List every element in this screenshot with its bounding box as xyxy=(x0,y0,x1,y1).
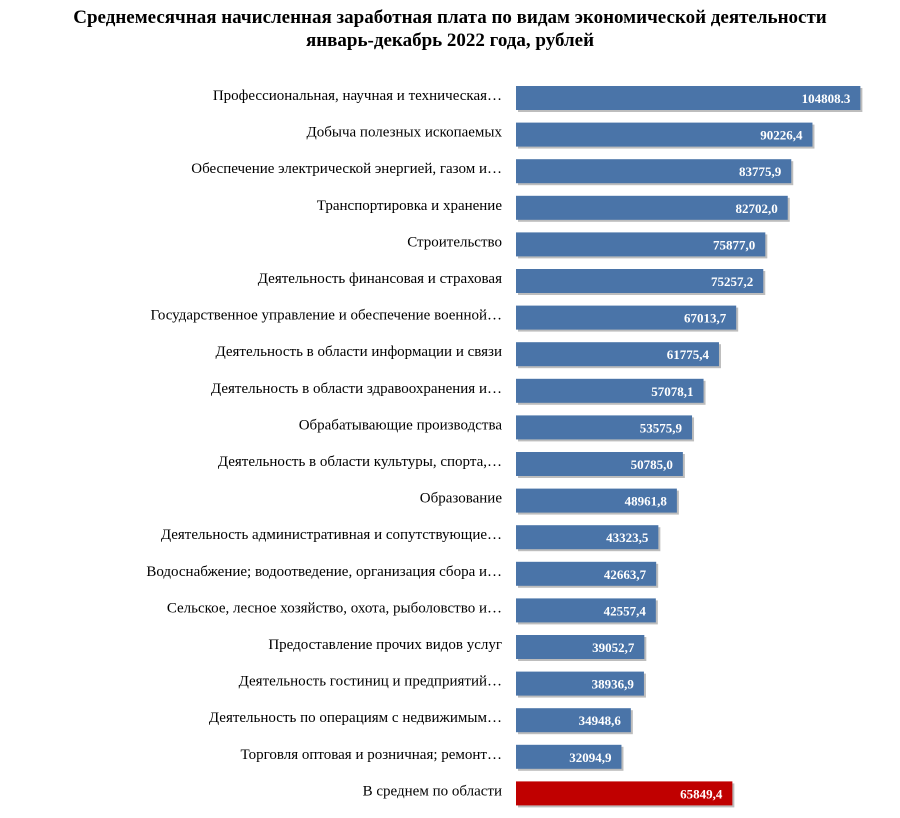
chart-title: Среднемесячная начисленная заработная пл… xyxy=(0,6,900,52)
bar xyxy=(516,232,766,257)
bar xyxy=(516,415,693,440)
bar-value-label: 57078,1 xyxy=(651,384,693,399)
category-label: Обеспечение электрической энергией, газо… xyxy=(191,161,502,177)
bar xyxy=(516,269,764,293)
bar-value-label: 82702,0 xyxy=(735,201,777,216)
category-label: Торговля оптовая и розничная; ремонт… xyxy=(241,747,502,763)
bar xyxy=(516,561,657,586)
bar xyxy=(516,708,631,733)
bar-value-label: 34948,6 xyxy=(579,713,622,728)
category-label: В среднем по области xyxy=(363,783,502,799)
chart-subtitle-line: январь-декабрь 2022 года, рублей xyxy=(305,30,595,51)
bar xyxy=(516,598,656,623)
category-label: Деятельность в области культуры, спорта,… xyxy=(218,454,502,470)
bar-value-label: 65849,4 xyxy=(680,786,723,801)
average-bar xyxy=(516,781,733,806)
category-label: Деятельность административная и сопутств… xyxy=(161,527,502,543)
bar xyxy=(516,378,704,403)
bar-value-label: 42663,7 xyxy=(604,567,647,582)
bar-value-label: 61775,4 xyxy=(667,347,710,362)
bar xyxy=(516,305,737,330)
category-label: Образование xyxy=(420,491,503,507)
bar-value-label: 42557,4 xyxy=(604,603,647,618)
bar xyxy=(516,744,622,769)
bar xyxy=(516,86,861,110)
bar-value-label: 39052,7 xyxy=(592,640,635,655)
bar xyxy=(516,452,683,476)
category-label: Предоставление прочих видов услуг xyxy=(268,637,502,653)
bar-value-label: 90226,4 xyxy=(760,128,803,143)
bar xyxy=(516,488,677,513)
chart-title-line: Среднемесячная начисленная заработная пл… xyxy=(73,7,827,28)
category-label: Водоснабжение; водоотведение, организаци… xyxy=(146,564,502,580)
category-label: Добыча полезных ископаемых xyxy=(307,125,503,141)
category-label: Строительство xyxy=(407,234,502,250)
category-label: Профессиональная, научная и техническая… xyxy=(213,88,502,104)
bar xyxy=(516,342,719,367)
category-label: Транспортировка и хранение xyxy=(317,198,503,214)
bar-value-label: 104808.3 xyxy=(802,91,851,106)
category-label: Деятельность в области информации и связ… xyxy=(215,344,502,360)
category-label: Деятельность гостиниц и предприятий… xyxy=(239,674,502,690)
bar xyxy=(516,525,659,550)
bar xyxy=(516,635,645,659)
category-label: Государственное управление и обеспечение… xyxy=(151,308,503,324)
bar xyxy=(516,122,813,147)
bar-value-label: 75877,0 xyxy=(713,237,755,252)
bar-value-label: 32094,9 xyxy=(569,750,612,765)
bar xyxy=(516,195,788,220)
bar xyxy=(516,159,792,184)
bar-value-label: 50785,0 xyxy=(631,457,673,472)
category-label: Деятельность финансовая и страховая xyxy=(258,271,502,287)
bar xyxy=(516,671,644,696)
bar-value-label: 83775,9 xyxy=(739,164,782,179)
bar-value-label: 38936,9 xyxy=(592,677,635,692)
bar-value-label: 67013,7 xyxy=(684,311,727,326)
bar-value-label: 53575,9 xyxy=(640,420,683,435)
bar-value-label: 75257,2 xyxy=(711,274,753,289)
category-label: Обрабатывающие производства xyxy=(299,417,503,433)
category-label: Сельское, лесное хозяйство, охота, рыбол… xyxy=(167,600,502,616)
category-label: Деятельность в области здравоохранения и… xyxy=(211,381,502,397)
bar-value-label: 43323,5 xyxy=(606,530,649,545)
bar-value-label: 48961,8 xyxy=(625,494,668,509)
category-label: Деятельность по операциям с недвижимым… xyxy=(209,710,502,726)
